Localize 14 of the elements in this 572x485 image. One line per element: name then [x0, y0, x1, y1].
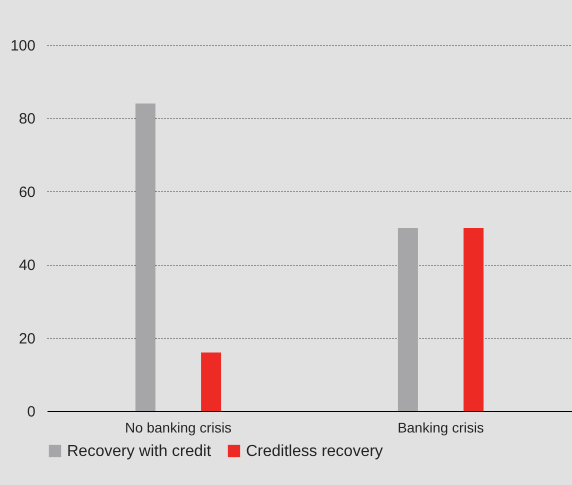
bar	[135, 104, 156, 411]
x-tick-label: No banking crisis	[124, 420, 232, 436]
y-tick-label: 100	[10, 38, 36, 54]
y-tick-label: 20	[18, 330, 36, 348]
legend-label: Creditless recovery	[246, 443, 383, 460]
bar	[464, 228, 484, 411]
y-tick-label: 60	[18, 184, 36, 201]
legend-label: Recovery with credit	[67, 443, 212, 460]
y-tick-label: 0	[27, 404, 36, 420]
y-tick-label: 40	[18, 257, 36, 274]
x-tick-label: Banking crisis	[398, 420, 484, 436]
bar	[398, 228, 418, 411]
y-tick-label: 80	[18, 110, 36, 128]
bar	[201, 352, 222, 411]
